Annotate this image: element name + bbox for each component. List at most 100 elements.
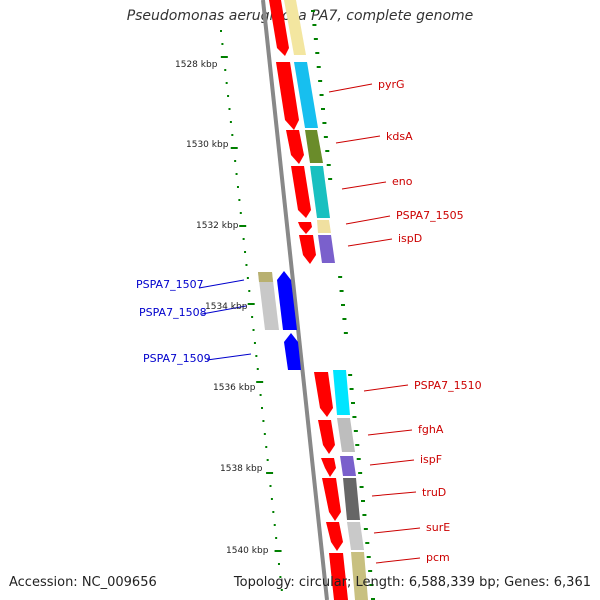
gene-arrow-reverse bbox=[284, 333, 301, 370]
scale-dot bbox=[231, 134, 234, 136]
scale-dot bbox=[236, 186, 239, 188]
scale-label: 1530 kbp bbox=[186, 140, 229, 150]
cog-block bbox=[258, 272, 279, 330]
scale-dot bbox=[348, 374, 353, 376]
scale-dot bbox=[247, 303, 255, 305]
scale-dot bbox=[225, 82, 228, 84]
scale-dot bbox=[316, 66, 321, 68]
gene-label-ispF: ispF bbox=[420, 453, 442, 466]
gene-labels: pyrG kdsA eno PSPA7_1505 ispD PSPA7_1507… bbox=[136, 78, 482, 564]
scale-dot bbox=[227, 95, 230, 97]
gene-arrow-forward bbox=[269, 0, 289, 56]
scale-dot bbox=[338, 276, 343, 278]
scale-dot bbox=[359, 486, 364, 488]
gene-arrow-forward bbox=[322, 478, 341, 521]
gene-label-surE: surE bbox=[426, 521, 450, 534]
scale-label: 1534 kbp bbox=[205, 302, 248, 312]
scale-dot bbox=[245, 264, 248, 266]
scale-dot bbox=[234, 160, 237, 162]
scale-dot bbox=[356, 458, 361, 460]
scale-dot bbox=[235, 173, 238, 175]
gene-label-pyrG: pyrG bbox=[378, 78, 405, 91]
scale-dot bbox=[353, 430, 358, 432]
scale-dot bbox=[246, 277, 249, 279]
gene-arrow-forward bbox=[326, 522, 343, 551]
scale-dot bbox=[279, 576, 282, 578]
gene-arrow-forward bbox=[321, 458, 336, 477]
scale-dot bbox=[362, 514, 367, 516]
scale-dot bbox=[238, 199, 241, 201]
scale-dot bbox=[265, 446, 268, 448]
cog-color-strip bbox=[284, 0, 368, 600]
scale-label: 1532 kbp bbox=[196, 221, 239, 231]
gene-label-fghA: fghA bbox=[418, 423, 444, 436]
scale-dot bbox=[368, 570, 373, 572]
scale-dot bbox=[259, 394, 262, 396]
scale-dot bbox=[256, 381, 264, 383]
scale-dot bbox=[262, 420, 265, 422]
scale-dot bbox=[221, 43, 224, 45]
scale-dot bbox=[230, 147, 238, 149]
scale-dot bbox=[220, 56, 228, 58]
scale-dot bbox=[328, 178, 333, 180]
scale-dot bbox=[251, 316, 254, 318]
scale-dot bbox=[341, 304, 345, 306]
scale-dot bbox=[248, 290, 251, 292]
scale-dot bbox=[220, 30, 222, 32]
scale-dot bbox=[263, 433, 266, 435]
scale-dot bbox=[229, 121, 232, 123]
gene-arrow-reverse bbox=[277, 271, 297, 330]
scale-dot bbox=[275, 537, 278, 539]
topology-text: Topology: circular; Length: 6,588,339 bp… bbox=[233, 575, 591, 590]
scale-dot bbox=[253, 342, 256, 344]
scale-dot bbox=[326, 164, 331, 166]
scale-dot bbox=[349, 388, 354, 390]
scale-dot bbox=[313, 38, 318, 40]
gene-label-truD: truD bbox=[422, 486, 446, 499]
accession-text: Accession: NC_009656 bbox=[9, 575, 157, 590]
gene-label-pcm: pcm bbox=[426, 551, 450, 564]
scale-dot bbox=[352, 416, 357, 418]
scale-dot bbox=[242, 238, 245, 240]
scale-dot bbox=[311, 10, 315, 12]
gene-label-PSPA7-1508: PSPA7_1508 bbox=[139, 306, 207, 319]
scale-dot bbox=[322, 122, 327, 124]
scale-dot bbox=[365, 542, 370, 544]
scale-label: 1538 kbp bbox=[220, 464, 263, 474]
gene-label-ispD: ispD bbox=[398, 232, 422, 245]
label-leaders bbox=[198, 83, 421, 564]
forward-genes bbox=[269, 0, 348, 600]
cog-block bbox=[258, 272, 273, 282]
gene-label-kdsA: kdsA bbox=[386, 130, 413, 143]
scale-dot bbox=[252, 329, 255, 331]
scale-dot bbox=[318, 80, 323, 82]
reverse-genes bbox=[258, 271, 301, 370]
scale-dot bbox=[312, 24, 317, 26]
scale-label: 1528 kbp bbox=[175, 60, 218, 70]
scale-dot bbox=[228, 108, 231, 110]
gene-arrow-forward bbox=[299, 235, 316, 264]
gene-arrow-forward bbox=[298, 222, 312, 234]
scale-dot bbox=[266, 472, 274, 474]
scale-dot bbox=[325, 150, 330, 152]
scale-dot bbox=[323, 136, 328, 138]
gene-arrow-forward bbox=[276, 62, 299, 130]
gene-label-PSPA7-1505: PSPA7_1505 bbox=[396, 209, 464, 222]
gene-label-PSPA7-1507: PSPA7_1507 bbox=[136, 278, 204, 291]
scale-dot bbox=[273, 524, 276, 526]
scale-dot bbox=[321, 108, 325, 110]
gene-arrow-forward bbox=[318, 420, 335, 454]
scale-dot bbox=[274, 550, 282, 552]
scale-dot bbox=[363, 528, 368, 530]
scale-dot bbox=[343, 332, 348, 334]
scale-dot bbox=[224, 69, 227, 71]
genome-backbone bbox=[261, 0, 329, 600]
scale-dot bbox=[255, 355, 258, 357]
gene-arrow-forward bbox=[286, 130, 304, 164]
scale-label: 1536 kbp bbox=[213, 383, 256, 393]
scale-dot bbox=[339, 290, 344, 292]
scale-dot bbox=[239, 225, 247, 227]
gene-arrow-forward bbox=[329, 553, 348, 600]
scale-label: 1540 kbp bbox=[226, 546, 269, 556]
